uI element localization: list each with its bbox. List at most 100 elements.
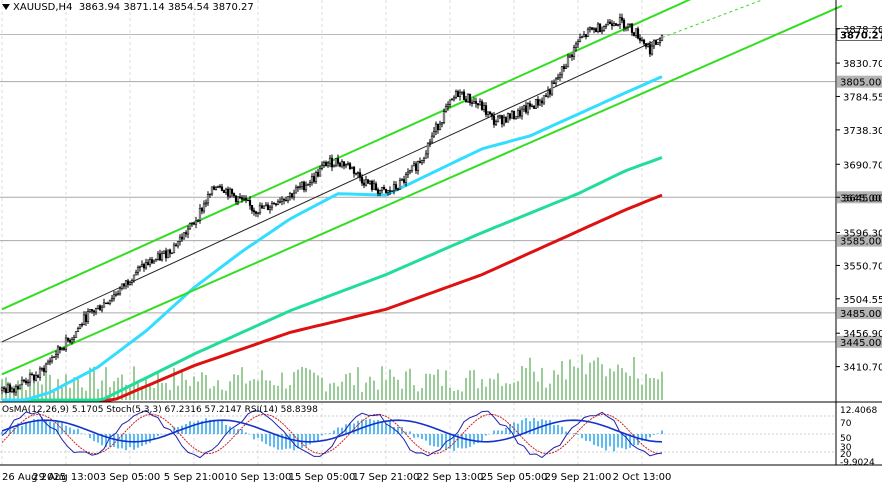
candle-body — [420, 160, 424, 164]
candle-body — [458, 92, 462, 98]
candle-body — [74, 331, 78, 338]
candle-body — [432, 131, 436, 137]
candle-body — [228, 188, 232, 197]
candle-body — [224, 188, 228, 193]
candle-body — [278, 201, 282, 203]
candle-body — [46, 361, 50, 365]
candle-body — [280, 198, 284, 202]
candle-body — [218, 185, 222, 188]
candle-body — [186, 228, 190, 235]
candle-body — [502, 117, 506, 125]
candle-body — [624, 26, 628, 29]
candle-body — [32, 374, 36, 381]
candle-body — [630, 23, 634, 33]
candle-body — [222, 190, 226, 193]
candle-body — [380, 187, 384, 191]
candle-body — [472, 101, 476, 104]
dropdown-triangle-icon[interactable] — [2, 4, 10, 10]
candle-body — [80, 324, 84, 326]
candle-body — [532, 105, 536, 109]
candle-body — [520, 108, 524, 117]
candle-body — [212, 186, 216, 190]
candle-body — [52, 356, 56, 358]
candle-body — [42, 368, 46, 372]
candle-body — [64, 337, 68, 350]
candle-body — [22, 379, 26, 382]
candle-body — [494, 121, 498, 125]
candle-body — [554, 78, 558, 84]
candle-body — [476, 103, 480, 106]
level-label-box — [837, 335, 882, 348]
indicator-tick-label: 20 — [840, 450, 852, 460]
rsi-line — [1, 419, 663, 443]
candle-body — [658, 40, 662, 43]
candle-body — [394, 184, 398, 190]
candle-body — [300, 181, 304, 187]
candle-body — [512, 110, 516, 120]
candle-body — [128, 282, 132, 285]
candle-body — [510, 110, 514, 119]
candle-body — [116, 293, 120, 295]
candle-body — [48, 360, 52, 363]
time-tick-label: 15 Sep 05:00 — [289, 472, 356, 483]
candle-body — [98, 305, 102, 311]
candle-body — [202, 203, 206, 212]
candle-body — [96, 305, 100, 309]
candle-body — [322, 162, 326, 166]
candle-body — [612, 23, 616, 26]
candle-body — [124, 280, 128, 287]
candle-body — [310, 176, 314, 184]
candle-body — [138, 265, 142, 268]
candle-body — [444, 106, 448, 112]
candle-body — [484, 105, 488, 115]
channel-lower-line — [1, 4, 843, 376]
candle-body — [386, 190, 390, 193]
candle-body — [336, 158, 340, 164]
candle-body — [122, 283, 126, 287]
time-tick-label: 2 Oct 13:00 — [613, 472, 672, 483]
candle-body — [626, 23, 630, 28]
candle-body — [560, 66, 564, 76]
candle-body — [76, 328, 80, 332]
candle-body — [544, 95, 548, 97]
candle-body — [176, 241, 180, 247]
volume-bars — [1, 354, 663, 400]
candle-body — [100, 306, 104, 311]
candle-body — [356, 172, 360, 174]
candle-body — [274, 203, 278, 206]
candle-body — [160, 253, 164, 261]
candle-body — [646, 44, 650, 47]
candle-body — [522, 105, 526, 110]
candle-body — [634, 28, 638, 36]
candle-body — [606, 21, 610, 26]
candle-body — [208, 193, 212, 196]
candle-body — [8, 384, 12, 393]
candle-body — [88, 309, 92, 312]
candle-body — [156, 253, 160, 260]
price-tick-label: 3690.70 — [843, 160, 882, 171]
candle-body — [60, 348, 64, 350]
candle-body — [360, 176, 364, 184]
candle-body — [492, 115, 496, 125]
candle-body — [442, 111, 446, 123]
candle-body — [330, 157, 334, 168]
candle-body — [38, 368, 42, 378]
level-label: 3805.00 — [840, 78, 881, 89]
candle-body — [290, 193, 294, 198]
candle-body — [602, 26, 606, 32]
candle-body — [498, 115, 502, 118]
candle-body — [328, 157, 332, 164]
candle-body — [12, 388, 16, 393]
candle-body — [550, 82, 554, 95]
candle-body — [102, 302, 106, 308]
time-tick-label: 17 Sep 21:00 — [353, 472, 420, 483]
candle-body — [618, 17, 622, 25]
candle-body — [598, 23, 602, 33]
candle-body — [576, 41, 580, 45]
candle-body — [110, 298, 114, 301]
candle-body — [34, 375, 38, 381]
candle-body — [70, 338, 74, 343]
candle-body — [608, 21, 612, 25]
candle-body — [78, 324, 82, 330]
